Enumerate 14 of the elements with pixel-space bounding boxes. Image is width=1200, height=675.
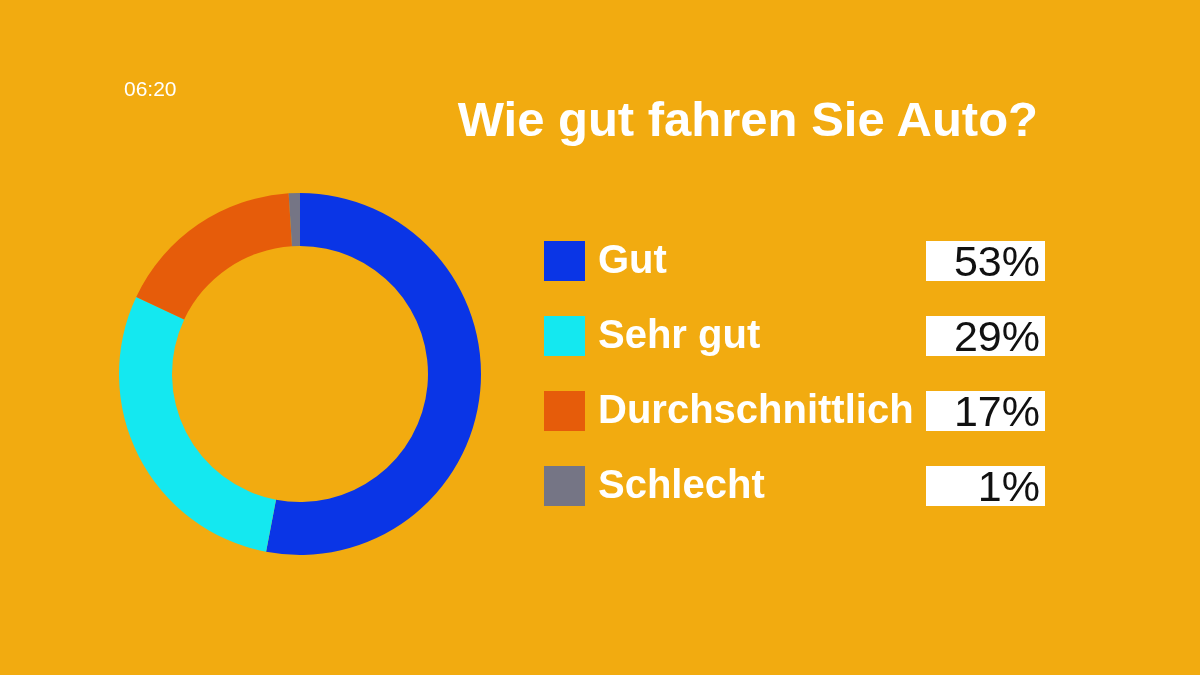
legend-label: Durchschnittlich [598,387,914,431]
text: 06:20 [124,77,177,100]
data-label: 53% [953,237,1040,285]
data-label: 1% [977,462,1040,510]
legend-label: Sehr gut [598,312,761,356]
donut-slice [266,193,481,555]
chart-title: Wie gut fahren Sie Auto? [457,92,1038,146]
data-label: 17% [953,387,1040,435]
legend-label: Gut [598,237,667,281]
donut-slice [119,296,277,552]
data-label: 29% [953,312,1040,360]
legend-label: Schlecht [598,462,765,506]
donut-slice [288,193,300,247]
donut-slice [136,193,292,320]
